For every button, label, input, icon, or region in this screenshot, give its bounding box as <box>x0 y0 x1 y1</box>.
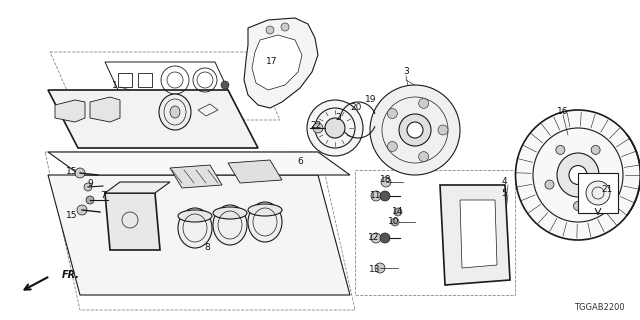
Text: 12: 12 <box>368 233 380 242</box>
Circle shape <box>221 81 229 89</box>
Text: TGGAB2200: TGGAB2200 <box>574 303 625 312</box>
Polygon shape <box>90 97 120 122</box>
Ellipse shape <box>159 94 191 130</box>
Circle shape <box>75 168 85 178</box>
Text: 3: 3 <box>403 68 409 76</box>
Circle shape <box>375 263 385 273</box>
Polygon shape <box>105 193 160 250</box>
Polygon shape <box>440 185 510 285</box>
Text: 15: 15 <box>67 167 77 177</box>
Circle shape <box>380 233 390 243</box>
Polygon shape <box>48 175 350 295</box>
Polygon shape <box>228 160 282 183</box>
Circle shape <box>391 218 399 226</box>
Text: 20: 20 <box>350 103 362 113</box>
Text: 14: 14 <box>392 206 404 215</box>
Text: 5: 5 <box>501 188 507 197</box>
Ellipse shape <box>170 106 180 118</box>
Circle shape <box>419 152 429 162</box>
Polygon shape <box>48 152 350 175</box>
Circle shape <box>381 177 391 187</box>
Text: 22: 22 <box>310 122 322 131</box>
Text: 16: 16 <box>557 108 569 116</box>
Ellipse shape <box>602 180 611 189</box>
Text: 19: 19 <box>365 95 377 105</box>
Ellipse shape <box>556 145 565 155</box>
Text: 1: 1 <box>112 81 118 90</box>
Bar <box>578 173 618 213</box>
Polygon shape <box>55 100 85 122</box>
Circle shape <box>399 114 431 146</box>
Text: 2: 2 <box>335 114 341 123</box>
Text: 18: 18 <box>380 175 392 185</box>
Ellipse shape <box>545 180 554 189</box>
Ellipse shape <box>178 210 212 222</box>
Ellipse shape <box>248 202 282 242</box>
Text: 7: 7 <box>100 191 106 201</box>
Text: 13: 13 <box>369 266 381 275</box>
Text: 10: 10 <box>388 218 400 227</box>
Text: 21: 21 <box>602 186 612 195</box>
Polygon shape <box>460 200 497 268</box>
Text: 17: 17 <box>266 58 278 67</box>
Text: FR.: FR. <box>62 270 80 280</box>
Circle shape <box>387 108 397 118</box>
Polygon shape <box>105 182 170 193</box>
Circle shape <box>371 233 381 243</box>
Ellipse shape <box>573 202 582 211</box>
Ellipse shape <box>557 153 599 197</box>
Text: 15: 15 <box>67 212 77 220</box>
Circle shape <box>394 208 402 216</box>
Polygon shape <box>48 90 258 148</box>
Ellipse shape <box>248 204 282 216</box>
Text: 8: 8 <box>204 244 210 252</box>
Circle shape <box>371 191 381 201</box>
Circle shape <box>86 196 94 204</box>
Circle shape <box>313 123 323 133</box>
Text: 4: 4 <box>501 178 507 187</box>
Polygon shape <box>244 18 318 108</box>
Text: 6: 6 <box>297 157 303 166</box>
Circle shape <box>438 125 448 135</box>
Ellipse shape <box>569 165 587 185</box>
Ellipse shape <box>515 110 640 240</box>
Circle shape <box>77 205 87 215</box>
Ellipse shape <box>213 205 247 245</box>
Polygon shape <box>170 165 222 188</box>
Text: 9: 9 <box>87 179 93 188</box>
Circle shape <box>307 100 363 156</box>
Circle shape <box>380 191 390 201</box>
Circle shape <box>325 118 345 138</box>
Circle shape <box>370 85 460 175</box>
Ellipse shape <box>591 145 600 155</box>
Circle shape <box>586 181 610 205</box>
Circle shape <box>419 98 429 108</box>
Circle shape <box>84 183 92 191</box>
Circle shape <box>407 122 423 138</box>
Circle shape <box>387 141 397 151</box>
Circle shape <box>266 26 274 34</box>
Polygon shape <box>252 35 302 90</box>
Text: 11: 11 <box>371 190 381 199</box>
Ellipse shape <box>213 207 247 219</box>
Circle shape <box>281 23 289 31</box>
Ellipse shape <box>178 208 212 248</box>
